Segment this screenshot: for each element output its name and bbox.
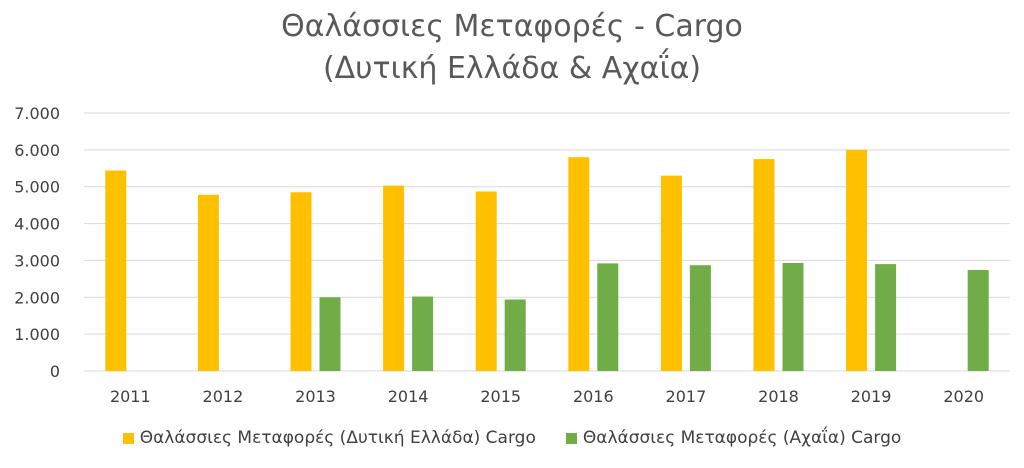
x-tick-label: 2020 [943,387,984,406]
x-tick-label: 2018 [758,387,799,406]
legend-item-western-greece: Θαλάσσιες Μεταφορές (Δυτική Ελλάδα) Carg… [122,428,536,448]
y-tick-label: 2.000 [14,288,60,307]
y-tick-label: 6.000 [14,141,60,160]
x-tick-label: 2017 [666,387,707,406]
bar-achaia-2015 [504,299,526,371]
y-tick-label: 7.000 [14,104,60,123]
x-tick-label: 2015 [480,387,521,406]
y-tick-label: 4.000 [14,215,60,234]
y-tick-label: 5.000 [14,178,60,197]
y-tick-label: 1.000 [14,325,60,344]
y-tick-label: 3.000 [14,251,60,270]
legend-label-western-greece: Θαλάσσιες Μεταφορές (Δυτική Ελλάδα) Carg… [139,428,536,448]
bar-western-greece-2011 [105,170,127,371]
legend-item-achaia: Θαλάσσιες Μεταφορές (Αχαΐα) Cargo [565,428,902,448]
bar-western-greece-2015 [475,191,497,371]
bar-western-greece-2013 [290,192,312,371]
x-tick-label: 2016 [573,387,614,406]
chart-title-line-2: (Δυτική Ελλάδα & Αχαΐα) [322,51,702,86]
bar-western-greece-2012 [197,194,219,371]
bar-achaia-2020 [967,270,989,371]
bar-achaia-2019 [875,264,897,371]
bar-achaia-2016 [597,263,619,371]
x-tick-label: 2014 [388,387,429,406]
bar-western-greece-2017 [660,175,682,371]
x-tick-label: 2013 [295,387,336,406]
legend-swatch-green [565,432,577,444]
bar-achaia-2013 [319,297,341,371]
legend-swatch-yellow [122,432,134,444]
y-tick-label: 0 [50,362,60,381]
bar-western-greece-2018 [753,159,775,371]
bar-achaia-2017 [689,265,711,371]
bar-achaia-2018 [782,263,804,371]
x-tick-label: 2011 [110,387,151,406]
bar-achaia-2014 [412,296,434,371]
bar-western-greece-2016 [568,157,590,371]
bar-western-greece-2019 [846,149,868,371]
legend: Θαλάσσιες Μεταφορές (Δυτική Ελλάδα) Carg… [0,428,1024,448]
x-tick-label: 2019 [851,387,892,406]
bar-western-greece-2014 [383,185,405,371]
legend-label-achaia: Θαλάσσιες Μεταφορές (Αχαΐα) Cargo [582,428,902,448]
x-tick-label: 2012 [203,387,244,406]
chart-title-line-1: Θαλάσσιες Μεταφορές - Cargo [281,9,743,44]
